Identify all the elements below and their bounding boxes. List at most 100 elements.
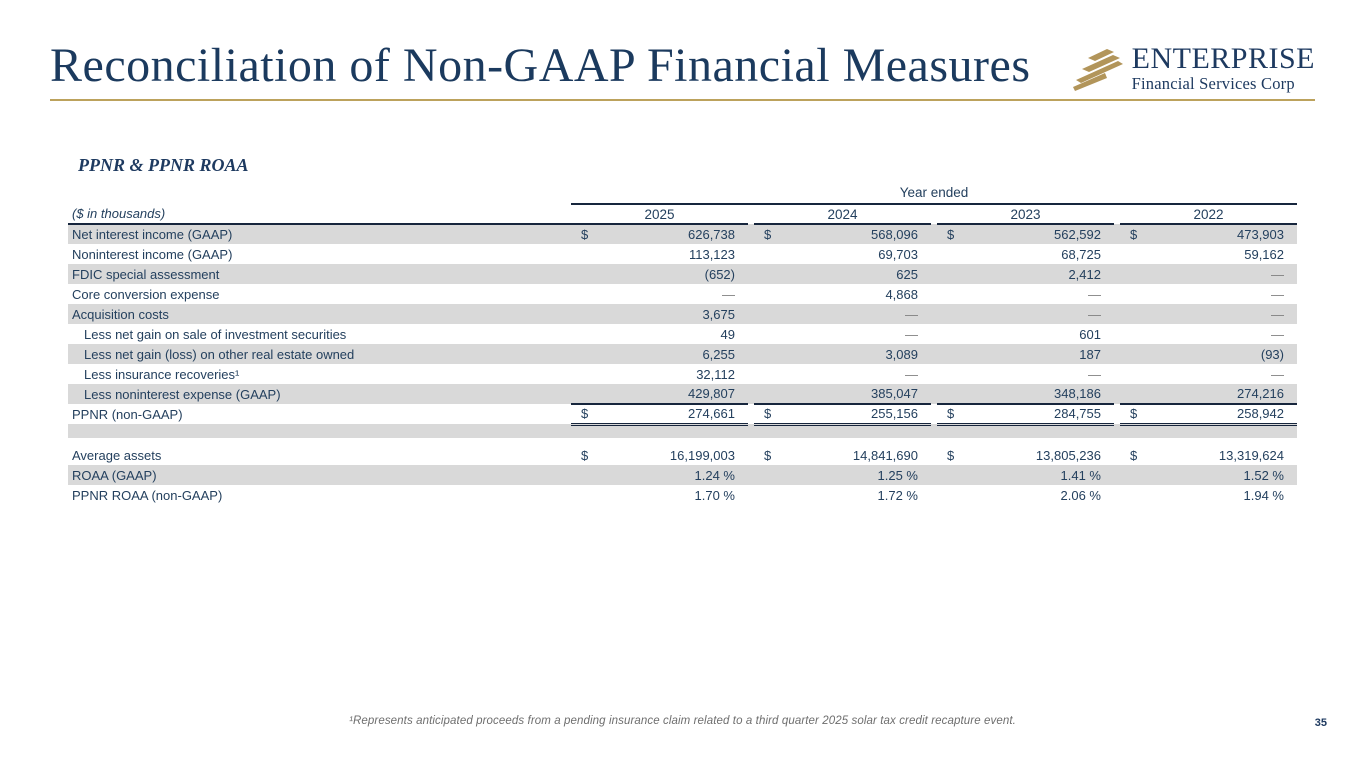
currency-symbol: $ bbox=[1130, 447, 1138, 463]
currency-symbol: $ bbox=[581, 406, 589, 422]
cell-value: $13,319,624 bbox=[1120, 445, 1297, 465]
currency-symbol: $ bbox=[947, 447, 955, 463]
cell-value: — bbox=[1120, 284, 1297, 304]
currency-symbol: $ bbox=[581, 227, 589, 242]
cell-value: 69,703 bbox=[754, 244, 931, 264]
currency-symbol: $ bbox=[947, 406, 955, 422]
value-text: 13,805,236 bbox=[1035, 447, 1101, 463]
table-row: Average assets $16,199,003 $14,841,690 $13,… bbox=[68, 445, 1297, 465]
column-gap bbox=[1114, 384, 1120, 404]
cell-value: 1.70 % bbox=[571, 485, 748, 505]
row-label: Less net gain (loss) on other real estat… bbox=[68, 344, 571, 364]
table-row: Less net gain on sale of investment secu… bbox=[68, 324, 1297, 344]
value-text: 385,047 bbox=[871, 386, 918, 401]
row-label: Net interest income (GAAP) bbox=[68, 224, 571, 244]
row-label: Less insurance recoveries¹ bbox=[84, 366, 240, 382]
cell-value: — bbox=[937, 284, 1114, 304]
value-text: — bbox=[905, 306, 918, 322]
column-gap bbox=[1114, 264, 1120, 284]
enterprise-logo-icon bbox=[1072, 48, 1123, 91]
value-text: 14,841,690 bbox=[852, 447, 918, 463]
table-row: Acquisition costs 3,675 — — — bbox=[68, 304, 1297, 324]
column-header-row: ($ in thousands) 2025 2024 2023 2022 bbox=[68, 204, 1297, 225]
value-text: 59,162 bbox=[1244, 246, 1284, 262]
table-row: Less insurance recoveries¹ 32,112 — — — bbox=[68, 364, 1297, 384]
cell-value: $626,738 bbox=[571, 224, 748, 244]
table-row: PPNR ROAA (non-GAAP) 1.70 % 1.72 % 2.06 % 1.… bbox=[68, 485, 1297, 505]
cell-value: $255,156 bbox=[754, 404, 931, 426]
row-label: Noninterest income (GAAP) bbox=[72, 246, 233, 262]
cell-value: 1.72 % bbox=[754, 485, 931, 505]
currency-symbol: $ bbox=[764, 227, 772, 242]
cell-value: — bbox=[571, 284, 748, 304]
value-text: 2,412 bbox=[1068, 266, 1101, 282]
row-label: Less noninterest expense (GAAP) bbox=[68, 384, 571, 404]
cell-value: 32,112 bbox=[571, 364, 748, 384]
value-text: 562,592 bbox=[1054, 227, 1101, 242]
value-text: — bbox=[1271, 306, 1284, 322]
row-label: Less net gain on sale of investment secu… bbox=[84, 326, 347, 342]
cell-value: $284,755 bbox=[937, 404, 1114, 426]
value-text: 601 bbox=[1079, 326, 1101, 342]
cell-value: $562,592 bbox=[937, 224, 1114, 244]
cell-value: 625 bbox=[754, 264, 931, 284]
group-header: Year ended bbox=[571, 182, 1297, 205]
cell-value: 385,047 bbox=[754, 384, 931, 405]
cell-value: — bbox=[1120, 264, 1297, 284]
value-text: 258,942 bbox=[1237, 406, 1284, 422]
value-text: 16,199,003 bbox=[669, 447, 735, 463]
value-text: 1.70 % bbox=[694, 487, 735, 503]
group-header-row: Year ended bbox=[68, 182, 1297, 205]
value-text: 348,186 bbox=[1054, 386, 1101, 401]
currency-symbol: $ bbox=[947, 227, 955, 242]
year-column-header: 2025 bbox=[571, 204, 748, 225]
column-gap bbox=[1114, 224, 1120, 244]
cell-value: 6,255 bbox=[571, 344, 748, 364]
currency-symbol: $ bbox=[1130, 227, 1138, 242]
column-gap bbox=[931, 465, 937, 485]
value-text: 473,903 bbox=[1237, 227, 1284, 242]
column-gap bbox=[931, 224, 937, 244]
column-gap bbox=[931, 304, 937, 324]
value-text: 568,096 bbox=[871, 227, 918, 242]
row-label: Core conversion expense bbox=[72, 286, 220, 302]
value-text: 1.41 % bbox=[1060, 467, 1101, 483]
currency-symbol: $ bbox=[764, 406, 772, 422]
column-gap bbox=[1114, 304, 1120, 324]
value-text: 1.52 % bbox=[1243, 467, 1284, 483]
value-text: 1.94 % bbox=[1243, 487, 1284, 503]
cell-value: 59,162 bbox=[1120, 244, 1297, 264]
value-text: 284,755 bbox=[1054, 406, 1101, 422]
column-gap bbox=[748, 264, 754, 284]
table-row: Core conversion expense — 4,868 — — bbox=[68, 284, 1297, 304]
title-gold-rule bbox=[50, 99, 1315, 101]
cell-value: 2.06 % bbox=[937, 485, 1114, 505]
value-text: — bbox=[1271, 366, 1284, 382]
cell-value: $258,942 bbox=[1120, 404, 1297, 426]
cell-value: — bbox=[1120, 364, 1297, 384]
footnote: ¹Represents anticipated proceeds from a … bbox=[349, 715, 1016, 727]
value-text: 1.72 % bbox=[877, 487, 918, 503]
value-text: 274,216 bbox=[1237, 386, 1284, 401]
cell-value: — bbox=[937, 364, 1114, 384]
column-gap bbox=[748, 465, 754, 485]
table-row: FDIC special assessment (652) 625 2,412 — bbox=[68, 264, 1297, 284]
value-text: 68,725 bbox=[1061, 246, 1101, 262]
units-label: ($ in thousands) bbox=[68, 204, 571, 225]
value-text: — bbox=[1271, 326, 1284, 342]
cell-value: — bbox=[754, 304, 931, 324]
value-text: 6,255 bbox=[702, 346, 735, 362]
value-text: 32,112 bbox=[696, 366, 735, 382]
value-text: 626,738 bbox=[688, 227, 735, 242]
value-text: — bbox=[1271, 286, 1284, 302]
cell-value: (93) bbox=[1120, 344, 1297, 364]
column-gap bbox=[748, 224, 754, 244]
column-gap bbox=[748, 344, 754, 364]
value-text: 13,319,624 bbox=[1218, 447, 1284, 463]
value-text: 187 bbox=[1079, 346, 1101, 362]
value-text: 113,123 bbox=[688, 246, 735, 262]
page-number: 35 bbox=[1314, 717, 1327, 729]
row-label: PPNR ROAA (non-GAAP) bbox=[72, 487, 223, 503]
cell-value: $274,661 bbox=[571, 404, 748, 426]
